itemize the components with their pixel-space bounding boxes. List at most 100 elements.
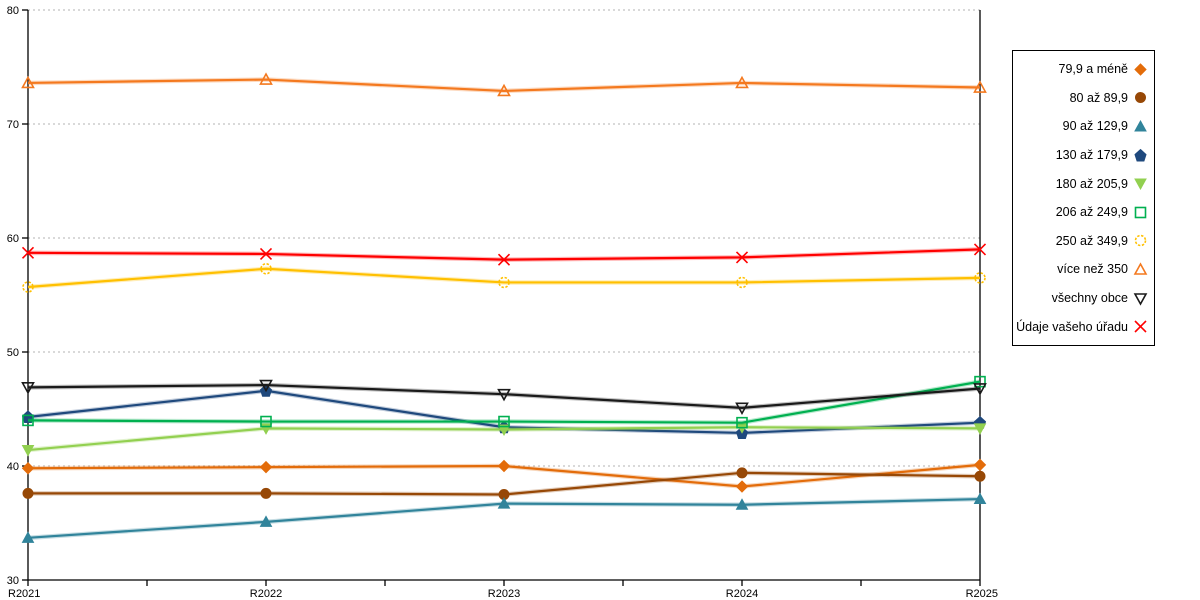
data-point-marker (974, 470, 986, 482)
data-point-marker (497, 388, 511, 402)
legend-item: všechny obce (1017, 284, 1148, 312)
data-point-marker (973, 243, 987, 256)
data-point-marker (735, 251, 749, 264)
y-axis-label: 60 (7, 233, 19, 245)
legend-item: Údaje vašeho úřadu (1016, 313, 1148, 341)
series-line (27, 78, 981, 93)
data-point-marker (497, 424, 511, 437)
legend-item: více než 350 (1017, 255, 1148, 283)
series-5 (22, 375, 986, 429)
triangle-down-legend-icon (1134, 178, 1147, 191)
legend-label: 206 až 249,9 (1055, 205, 1128, 220)
y-axis-label: 40 (7, 461, 19, 473)
legend-item: 90 až 129,9 (1017, 112, 1148, 140)
series-1 (22, 467, 986, 500)
data-point-marker (497, 497, 511, 509)
data-point-marker (498, 276, 510, 289)
data-point-marker (259, 379, 273, 393)
data-point-marker (736, 416, 748, 429)
data-point-marker (260, 415, 272, 428)
legend-label: 180 až 205,9 (1055, 176, 1128, 191)
triangle-up-legend-icon (1134, 119, 1147, 132)
data-point-marker (259, 515, 273, 527)
series-0 (21, 458, 987, 493)
diamond-legend-icon (1134, 63, 1147, 76)
data-point-marker (21, 462, 35, 475)
data-point-marker (973, 458, 987, 472)
legend-label: více než 350 (1057, 262, 1128, 277)
series-line-halo (27, 266, 981, 290)
data-point-marker (260, 487, 272, 499)
legend-label: 90 až 129,9 (1062, 119, 1128, 134)
y-axis-label: 30 (7, 575, 19, 587)
data-point-marker (974, 375, 986, 388)
series-line (27, 380, 981, 424)
data-point-marker (259, 72, 273, 85)
series-4 (21, 422, 987, 457)
legend-label: 80 až 89,9 (1069, 90, 1128, 105)
legend-item: 250 až 349,9 (1017, 227, 1148, 255)
data-point-marker (498, 415, 510, 428)
series-2 (21, 492, 987, 543)
data-point-marker (21, 75, 35, 89)
data-point-marker (259, 460, 273, 474)
x-legend-icon (1134, 320, 1147, 333)
legend-item: 180 až 205,9 (1017, 170, 1148, 198)
series-7 (21, 72, 987, 97)
triangle-up-legend-icon (1133, 262, 1148, 275)
triangle-down-legend-icon (1133, 292, 1148, 306)
legend-label: 130 až 179,9 (1055, 148, 1128, 163)
legend-item: 130 až 179,9 (1017, 141, 1148, 169)
data-point-marker (22, 487, 34, 499)
legend-item: 79,9 a méně (1017, 55, 1148, 83)
data-point-marker (973, 383, 987, 396)
legend: 79,9 a méně 80 až 89,9 90 až 129,9 130 až 1… (1012, 50, 1155, 346)
legend-label: všechny obce (1051, 291, 1128, 306)
x-axis-label: R2025 (966, 588, 998, 600)
data-point-marker (735, 498, 749, 510)
circle-legend-icon (1135, 92, 1146, 104)
data-point-marker (21, 531, 35, 543)
data-point-marker (735, 75, 749, 89)
data-point-marker (21, 445, 35, 457)
legend-label: 250 až 349,9 (1055, 233, 1128, 248)
legend-label: 79,9 a méně (1058, 62, 1129, 77)
data-point-marker (974, 272, 986, 284)
data-point-marker (736, 467, 748, 479)
data-point-marker (260, 262, 272, 275)
y-axis-label: 80 (7, 5, 19, 17)
data-point-marker (973, 492, 987, 505)
data-point-marker (497, 459, 511, 473)
data-point-marker (736, 276, 748, 289)
legend-label: Údaje vašeho úřadu (1016, 319, 1128, 334)
legend-item: 206 až 249,9 (1017, 198, 1148, 226)
data-point-marker (973, 423, 987, 435)
square-legend-icon (1134, 206, 1147, 219)
y-axis-label: 70 (7, 119, 19, 131)
legend-item: 80 až 89,9 (1017, 84, 1148, 112)
series-6 (22, 262, 986, 293)
x-axis-label: R2022 (250, 588, 282, 600)
data-point-marker (735, 402, 749, 416)
data-point-marker (497, 253, 511, 266)
y-axis-label: 50 (7, 347, 19, 359)
series-line (27, 267, 981, 289)
series-9 (21, 243, 987, 266)
circle-dashed-legend-icon (1134, 235, 1147, 247)
data-point-marker (259, 247, 273, 261)
data-point-marker (22, 414, 34, 427)
pentagon-legend-icon (1134, 148, 1147, 162)
series-line (27, 383, 981, 409)
x-axis-label: R2023 (488, 588, 520, 600)
data-point-marker (973, 80, 987, 93)
x-axis-label: R2021 (8, 588, 40, 600)
data-point-marker (497, 83, 511, 97)
data-point-marker (735, 480, 749, 493)
data-point-marker (21, 382, 35, 395)
data-point-marker (21, 246, 35, 259)
data-point-marker (22, 281, 34, 293)
series-8 (21, 379, 987, 416)
x-axis-label: R2024 (726, 588, 758, 600)
